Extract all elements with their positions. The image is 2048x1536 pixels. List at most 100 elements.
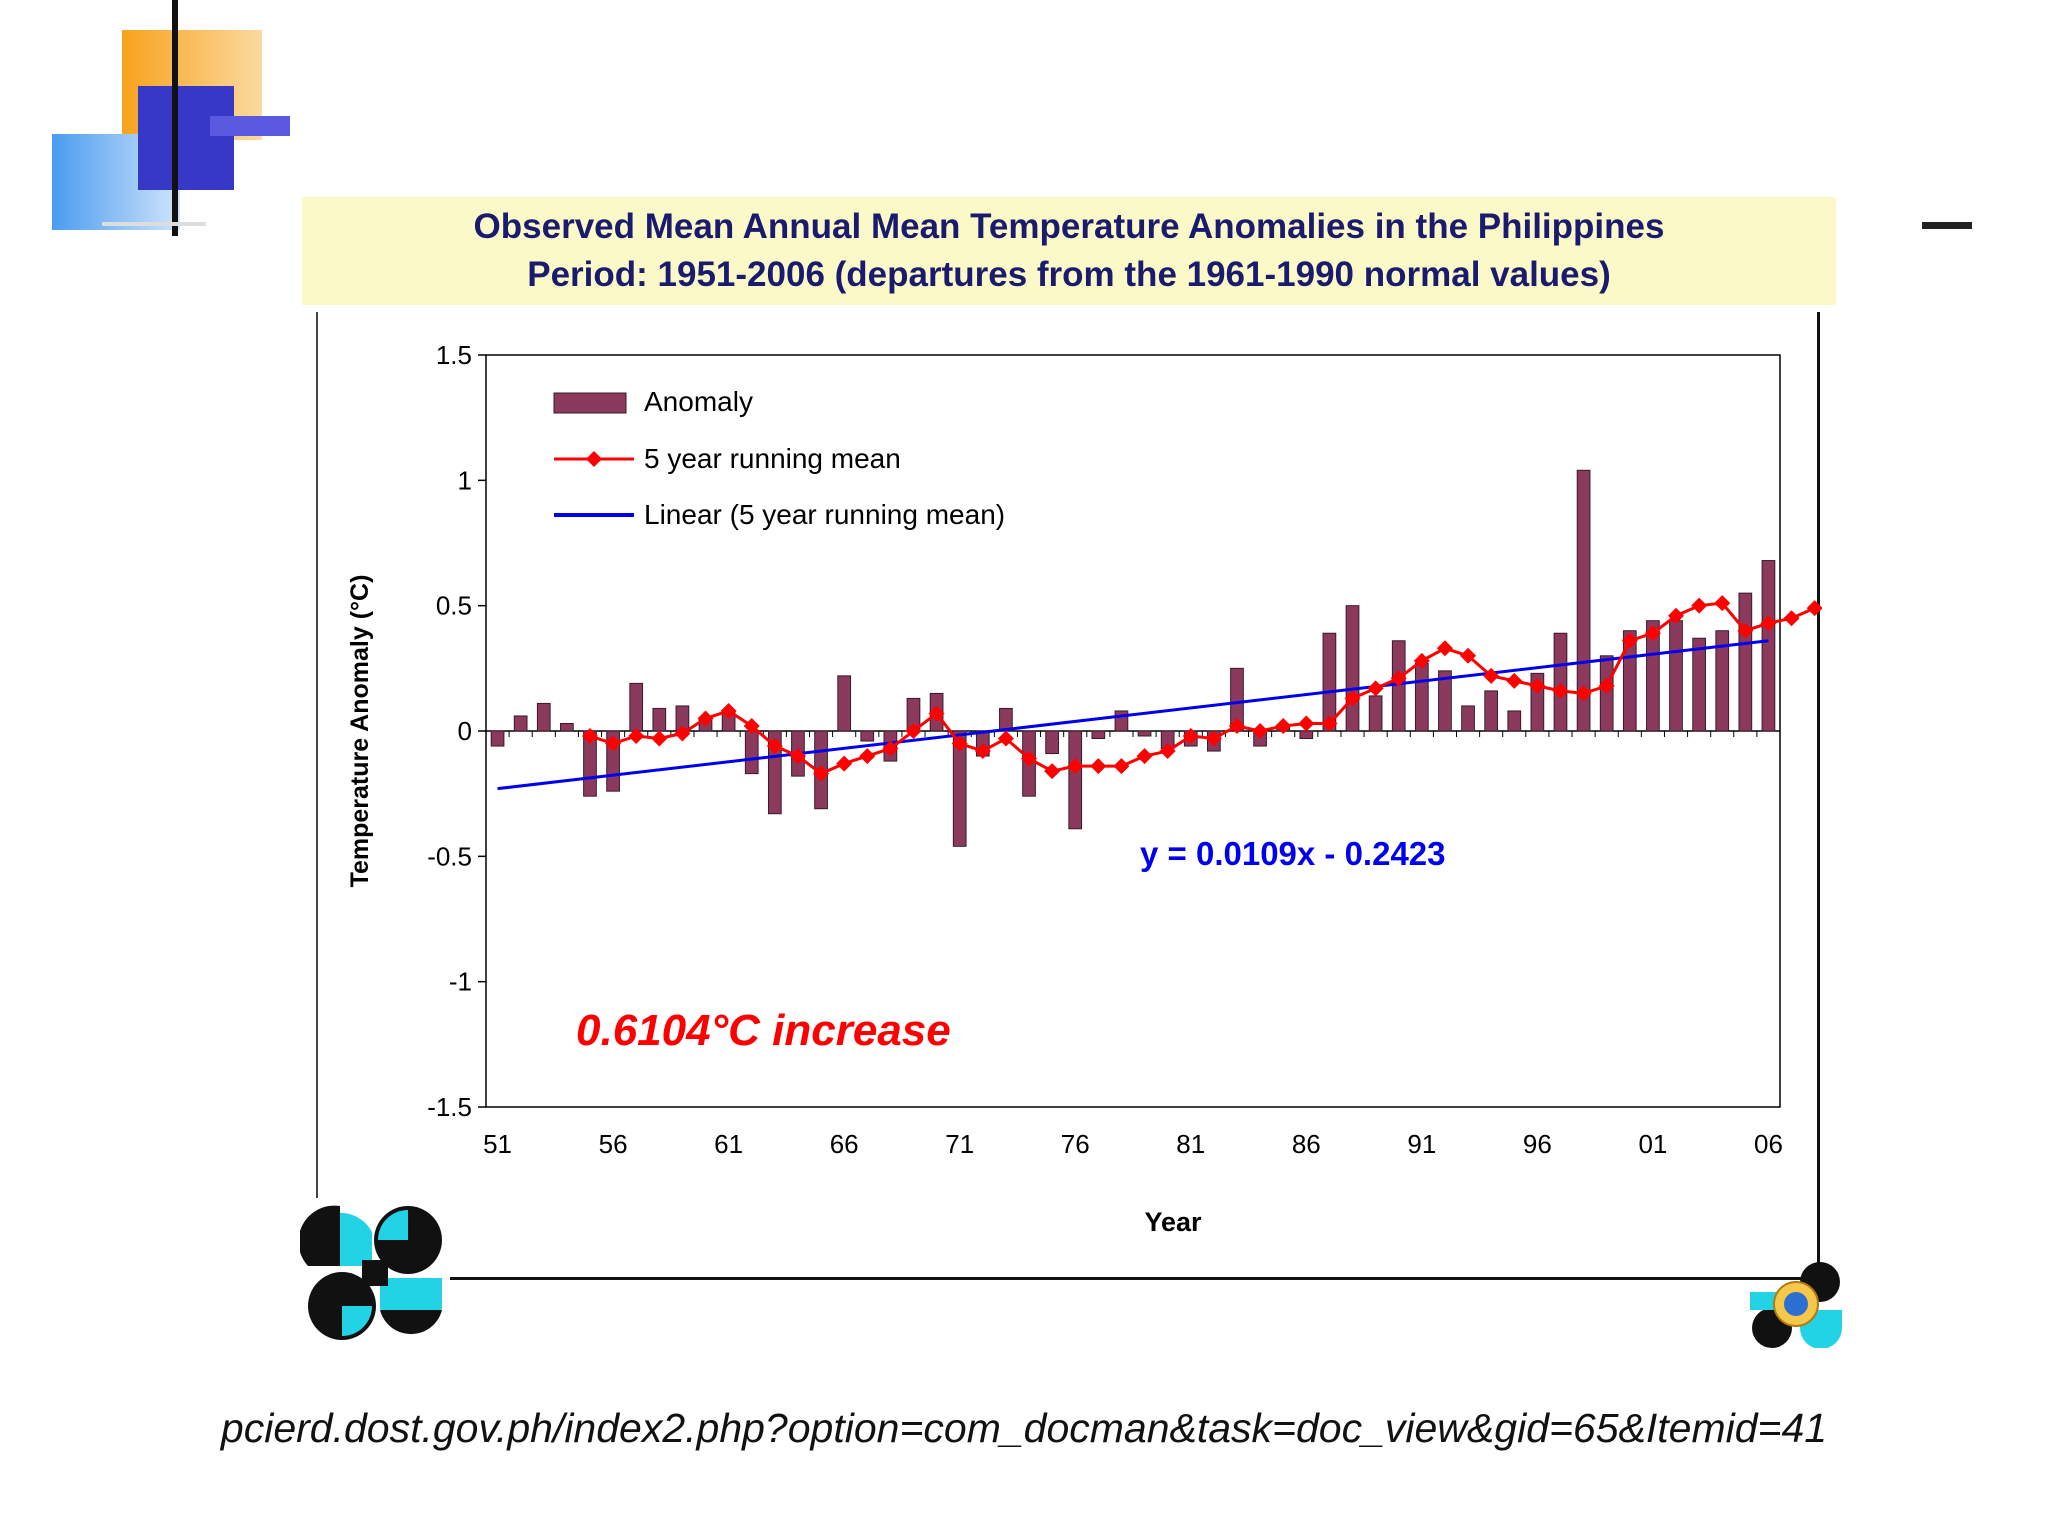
running-mean-point [928,705,945,722]
anomaly-bar [1414,662,1429,732]
running-mean-point [1760,615,1777,632]
x-tick-label: 06 [1754,1129,1783,1159]
trend-equation-annotation: y = 0.0109x - 0.2423 [1140,835,1446,872]
running-mean-point [1228,717,1245,734]
running-mean-point [1529,677,1546,694]
anomaly-bar [490,730,505,747]
dost-logo-left [300,1198,450,1348]
running-mean-point [905,723,922,739]
x-tick-label: 91 [1407,1129,1436,1159]
anomaly-bar [536,702,551,732]
dost-logo-right [1750,1262,1842,1348]
x-tick-label: 51 [483,1129,512,1159]
x-tick-label: 76 [1061,1129,1090,1159]
running-mean-point [1205,730,1222,747]
running-mean-point [813,765,830,782]
running-mean-point [1067,758,1084,775]
running-mean-point [1390,670,1407,687]
anomaly-bar [1345,605,1360,732]
running-mean-point [1598,677,1615,694]
running-mean-point [697,710,714,727]
anomaly-bar [1669,620,1683,732]
running-mean-point [1552,682,1569,699]
anomaly-bar [1646,620,1660,732]
chart-title-line2: Period: 1951-2006 (departures from the 1… [527,255,1611,294]
running-mean-point [1344,690,1361,707]
x-tick-label: 86 [1292,1129,1321,1159]
running-mean-point [628,728,645,745]
running-mean-point [836,755,853,772]
decor-dash [1922,222,1972,229]
running-mean-point [1483,667,1500,684]
running-mean-point [1714,595,1731,612]
anomaly-bar [1692,637,1706,732]
running-mean-point [720,702,737,719]
anomaly-bar [1484,690,1499,732]
chart-title-line1: Observed Mean Annual Mean Temperature An… [473,207,1665,246]
anomaly-bar [1045,730,1059,755]
y-tick-label: -1 [449,967,472,997]
anomaly-bar [1068,730,1083,830]
running-mean-point [1413,652,1430,669]
decor-navy-bar [138,86,234,190]
anomaly-bar [1761,560,1776,732]
running-mean-point [1737,622,1754,639]
running-mean-point [1806,600,1822,617]
anomaly-bar [560,722,574,732]
chart-title-box: Observed Mean Annual Mean Temperature An… [302,197,1836,305]
decor-vertical-line [172,0,178,236]
anomaly-bar [1461,705,1475,732]
x-tick-label: 96 [1523,1129,1552,1159]
anomaly-bar [1299,730,1314,740]
increase-annotation: 0.6104°C increase [576,1006,951,1055]
running-mean-point [1644,625,1661,642]
running-mean-point [1090,758,1107,775]
anomaly-bar [952,730,967,847]
running-mean-point [1044,763,1061,780]
running-mean-point [1460,647,1477,664]
running-mean-point [651,730,668,747]
x-tick-label: 81 [1176,1129,1205,1159]
running-mean-point [581,728,598,745]
running-mean-point [1252,723,1269,739]
running-mean-point [605,735,622,752]
x-tick-label: 71 [945,1129,974,1159]
running-mean-point [789,748,806,765]
running-mean-point [766,738,783,755]
running-mean-point [674,725,691,742]
anomaly-bar [652,707,667,732]
anomaly-bar [860,730,875,742]
anomaly-bar [1553,632,1568,732]
running-mean-point [997,730,1014,747]
y-tick-label: 1.5 [436,340,472,370]
anomaly-bar [1738,592,1753,732]
anomaly-bar [744,730,759,775]
running-mean-point [1182,728,1199,745]
x-tick-label: 66 [830,1129,859,1159]
running-mean-point [1136,748,1153,765]
anomaly-bar [767,730,782,815]
legend-anomaly-swatch [553,392,627,414]
running-mean-point [1436,640,1453,657]
running-mean-point [974,743,991,760]
decor-purple-bar [210,116,290,136]
running-mean-point [1691,597,1708,614]
chart-frame: 1.5 1 0.5 0 -0.5 -1 -1.5 51 56 61 66 71 76 81 86 91 96 01… [316,312,1822,1280]
y-tick-label: 0 [458,716,472,746]
running-mean-point [1575,685,1592,702]
running-mean-point [1367,680,1384,697]
running-mean-point [1159,743,1176,760]
decor-horizontal-line [102,222,206,226]
legend-anomaly-label: Anomaly [644,386,753,417]
running-mean-point [1113,758,1130,775]
running-mean-point [1621,632,1638,649]
x-tick-label: 56 [599,1129,628,1159]
anomaly-bar [1114,710,1129,732]
running-mean-point [1321,715,1338,732]
running-mean-point [1506,672,1523,689]
running-mean-point [859,748,876,765]
anomaly-bar [1137,730,1152,737]
legend-linear-label: Linear (5 year running mean) [644,499,1005,530]
anomaly-bar [1715,630,1730,732]
running-mean-point [1298,715,1315,732]
